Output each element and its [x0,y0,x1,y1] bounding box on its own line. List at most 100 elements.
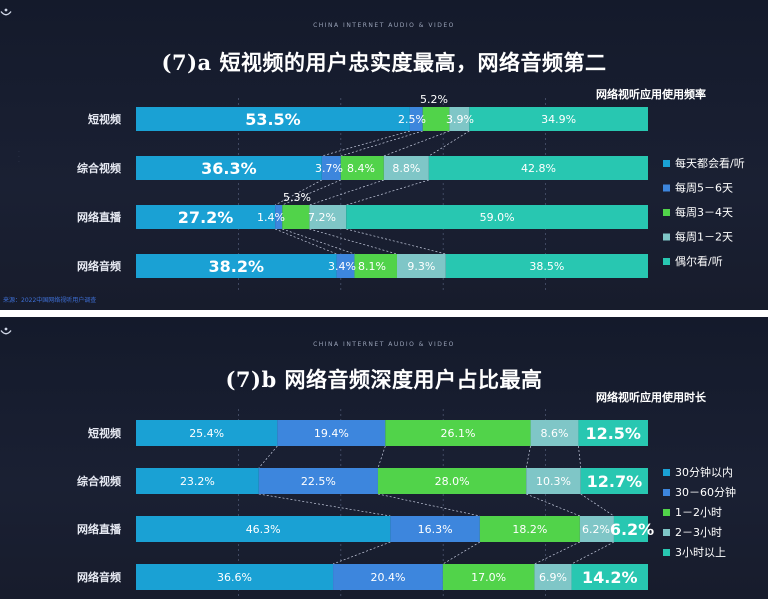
legend-swatch-每周5-6天 [663,184,670,192]
bar-segment-短视频-3小时以上 [578,420,648,446]
bar-segment-短视频-2-3小时 [530,420,579,446]
bar-segment-网络直播-每天都会看-听 [136,205,276,229]
connector-line [580,493,615,517]
bar-segment-网络音频-1-2小时 [442,564,535,590]
bar-segment-网络直播-偶尔看-听 [346,205,648,229]
connector-line [282,228,355,255]
legend-swatch-30-60分钟 [663,489,670,496]
brand-caption: CHINA INTERNET AUDIO & VIDEO [313,22,455,29]
bar-segment-短视频-偶尔看-听 [469,107,648,131]
bar-segment-综合视频-1-2小时 [377,468,527,494]
data-label: 6.2% [582,523,610,536]
legend-swatch-每周3-4天 [663,209,670,216]
data-label: 3.9% [446,113,474,126]
bar-segment-网络音频-2-3小时 [534,564,572,590]
connector-line [571,541,615,565]
data-label: 36.6% [217,571,252,584]
connector-line [274,179,323,206]
chart-title: (7)a 短视频的用户忠实度最高，网络音频第二 [161,50,607,75]
stacked-bar-chart-frequency: 短视频 53.5% 2.5% 5.2% 3.9% 34.9% 综合视频 36.3% 3.7% 8.… [77,98,733,290]
bar-segment-网络音频-每周3-4天 [354,254,397,278]
data-label: 27.2% [178,208,234,227]
data-label: 53.5% [245,110,301,129]
category-label-网络直播: 网络直播 [77,210,122,224]
legend-swatch-每周1-2天 [663,233,670,241]
data-label: 14.2% [582,568,638,587]
connector-line [525,445,531,469]
bar-segment-网络音频-30分钟以内 [136,564,334,590]
bar-segment-网络音频-每天都会看-听 [136,254,337,278]
data-label: 8.4% [347,162,375,175]
category-label-网络音频: 网络音频 [77,259,121,273]
bar-segment-短视频-每周5-6天 [409,107,423,131]
bar-segment-网络直播-每周1-2天 [309,205,347,229]
bar-segment-综合视频-每周3-4天 [340,156,384,180]
legend-item-30-60分钟: 30－60分钟 [675,485,736,499]
data-label: 46.3% [246,523,281,536]
data-label: 25.4% [189,427,224,440]
connector-line [377,493,480,517]
connector-line [282,179,341,206]
bar-segment-综合视频-30-60分钟 [258,468,378,494]
bar-segment-短视频-每周3-4天 [422,107,450,131]
data-label: 38.2% [209,257,265,276]
legend-item-偶尔看-听: 偶尔看/听 [675,254,723,268]
bar-segment-网络直播-2-3小时 [579,516,614,542]
legend-title: 网络视听应用使用时长 [596,391,706,404]
bar-segment-综合视频-每周1-2天 [383,156,429,180]
chart-title: (7)b 网络音频深度用户占比最高 [225,367,543,392]
data-label: 38.5% [529,260,564,273]
legend-item-每周5-6天: 每周5－6天 [675,181,733,195]
bar-segment-综合视频-30分钟以内 [136,468,259,494]
data-label: 6.2% [610,520,654,539]
legend-swatch-偶尔看-听 [663,258,670,265]
data-label: 16.3% [418,523,453,536]
legend-item-2-3小时: 2－3小时 [675,526,722,539]
category-label-综合视频: 综合视频 [77,161,121,175]
chart-panel-frequency: CHINA INTERNET AUDIO & VIDEO (7)a 短视频的用户… [0,0,768,310]
legend-swatch-1-2小时 [663,509,670,516]
data-label: 12.7% [587,472,643,491]
connector-line [309,179,384,206]
data-label: 9.3% [407,260,435,273]
legend-swatch-2-3小时 [663,529,670,536]
legend-swatch-30分钟以内 [663,469,670,476]
legend-swatch-每天都会看-听 [663,160,670,167]
data-label: 6.9% [539,571,567,584]
category-label-网络直播: 网络直播 [77,522,122,536]
connector-line [534,541,581,565]
chart-panel-duration: CHINA INTERNET AUDIO & VIDEO (7)b 网络音频深度… [0,317,768,599]
data-label: 28.0% [435,475,470,488]
data-label: 7.2% [308,211,336,224]
legend-item-3小时以上: 3小时以上 [675,546,726,559]
bar-segment-短视频-每天都会看-听 [136,107,410,131]
connector-line [258,493,391,517]
connector-line [309,228,398,255]
stacked-bar-chart-duration: 短视频 25.4% 19.4% 26.1% 8.6% 12.5% 综合视频 23.2% 22.5… [77,409,736,599]
connector-line [332,541,391,565]
data-label: 34.9% [541,113,576,126]
data-label: 36.3% [201,159,257,178]
connector-line [383,130,450,157]
side-dots-decoration: · · · [18,149,20,166]
data-label: 20.4% [370,571,405,584]
source-note: 来源：2022中国网络视听用户调查 [3,297,97,304]
connector-line [346,179,429,206]
connector-line [428,130,470,157]
data-label: 19.4% [314,427,349,440]
connector-line [377,445,386,469]
data-label: 8.1% [358,260,386,273]
data-label: 1.4% [257,211,285,224]
data-label: 17.0% [471,571,506,584]
bar-segment-网络音频-30-60分钟 [333,564,443,590]
bar-segment-网络直播-30分钟以内 [136,516,391,542]
bar-segment-短视频-1-2小时 [385,420,531,446]
data-label: 10.3% [536,475,571,488]
connector-line [578,445,582,469]
data-label: 42.8% [521,162,556,175]
legend-item-30分钟以内: 30分钟以内 [675,465,733,479]
connector-line [321,130,411,157]
bar-segment-网络直播-每周3-4天 [282,205,310,229]
bar-segment-综合视频-每天都会看-听 [136,156,322,180]
bar-segment-网络音频-3小时以上 [571,564,648,590]
